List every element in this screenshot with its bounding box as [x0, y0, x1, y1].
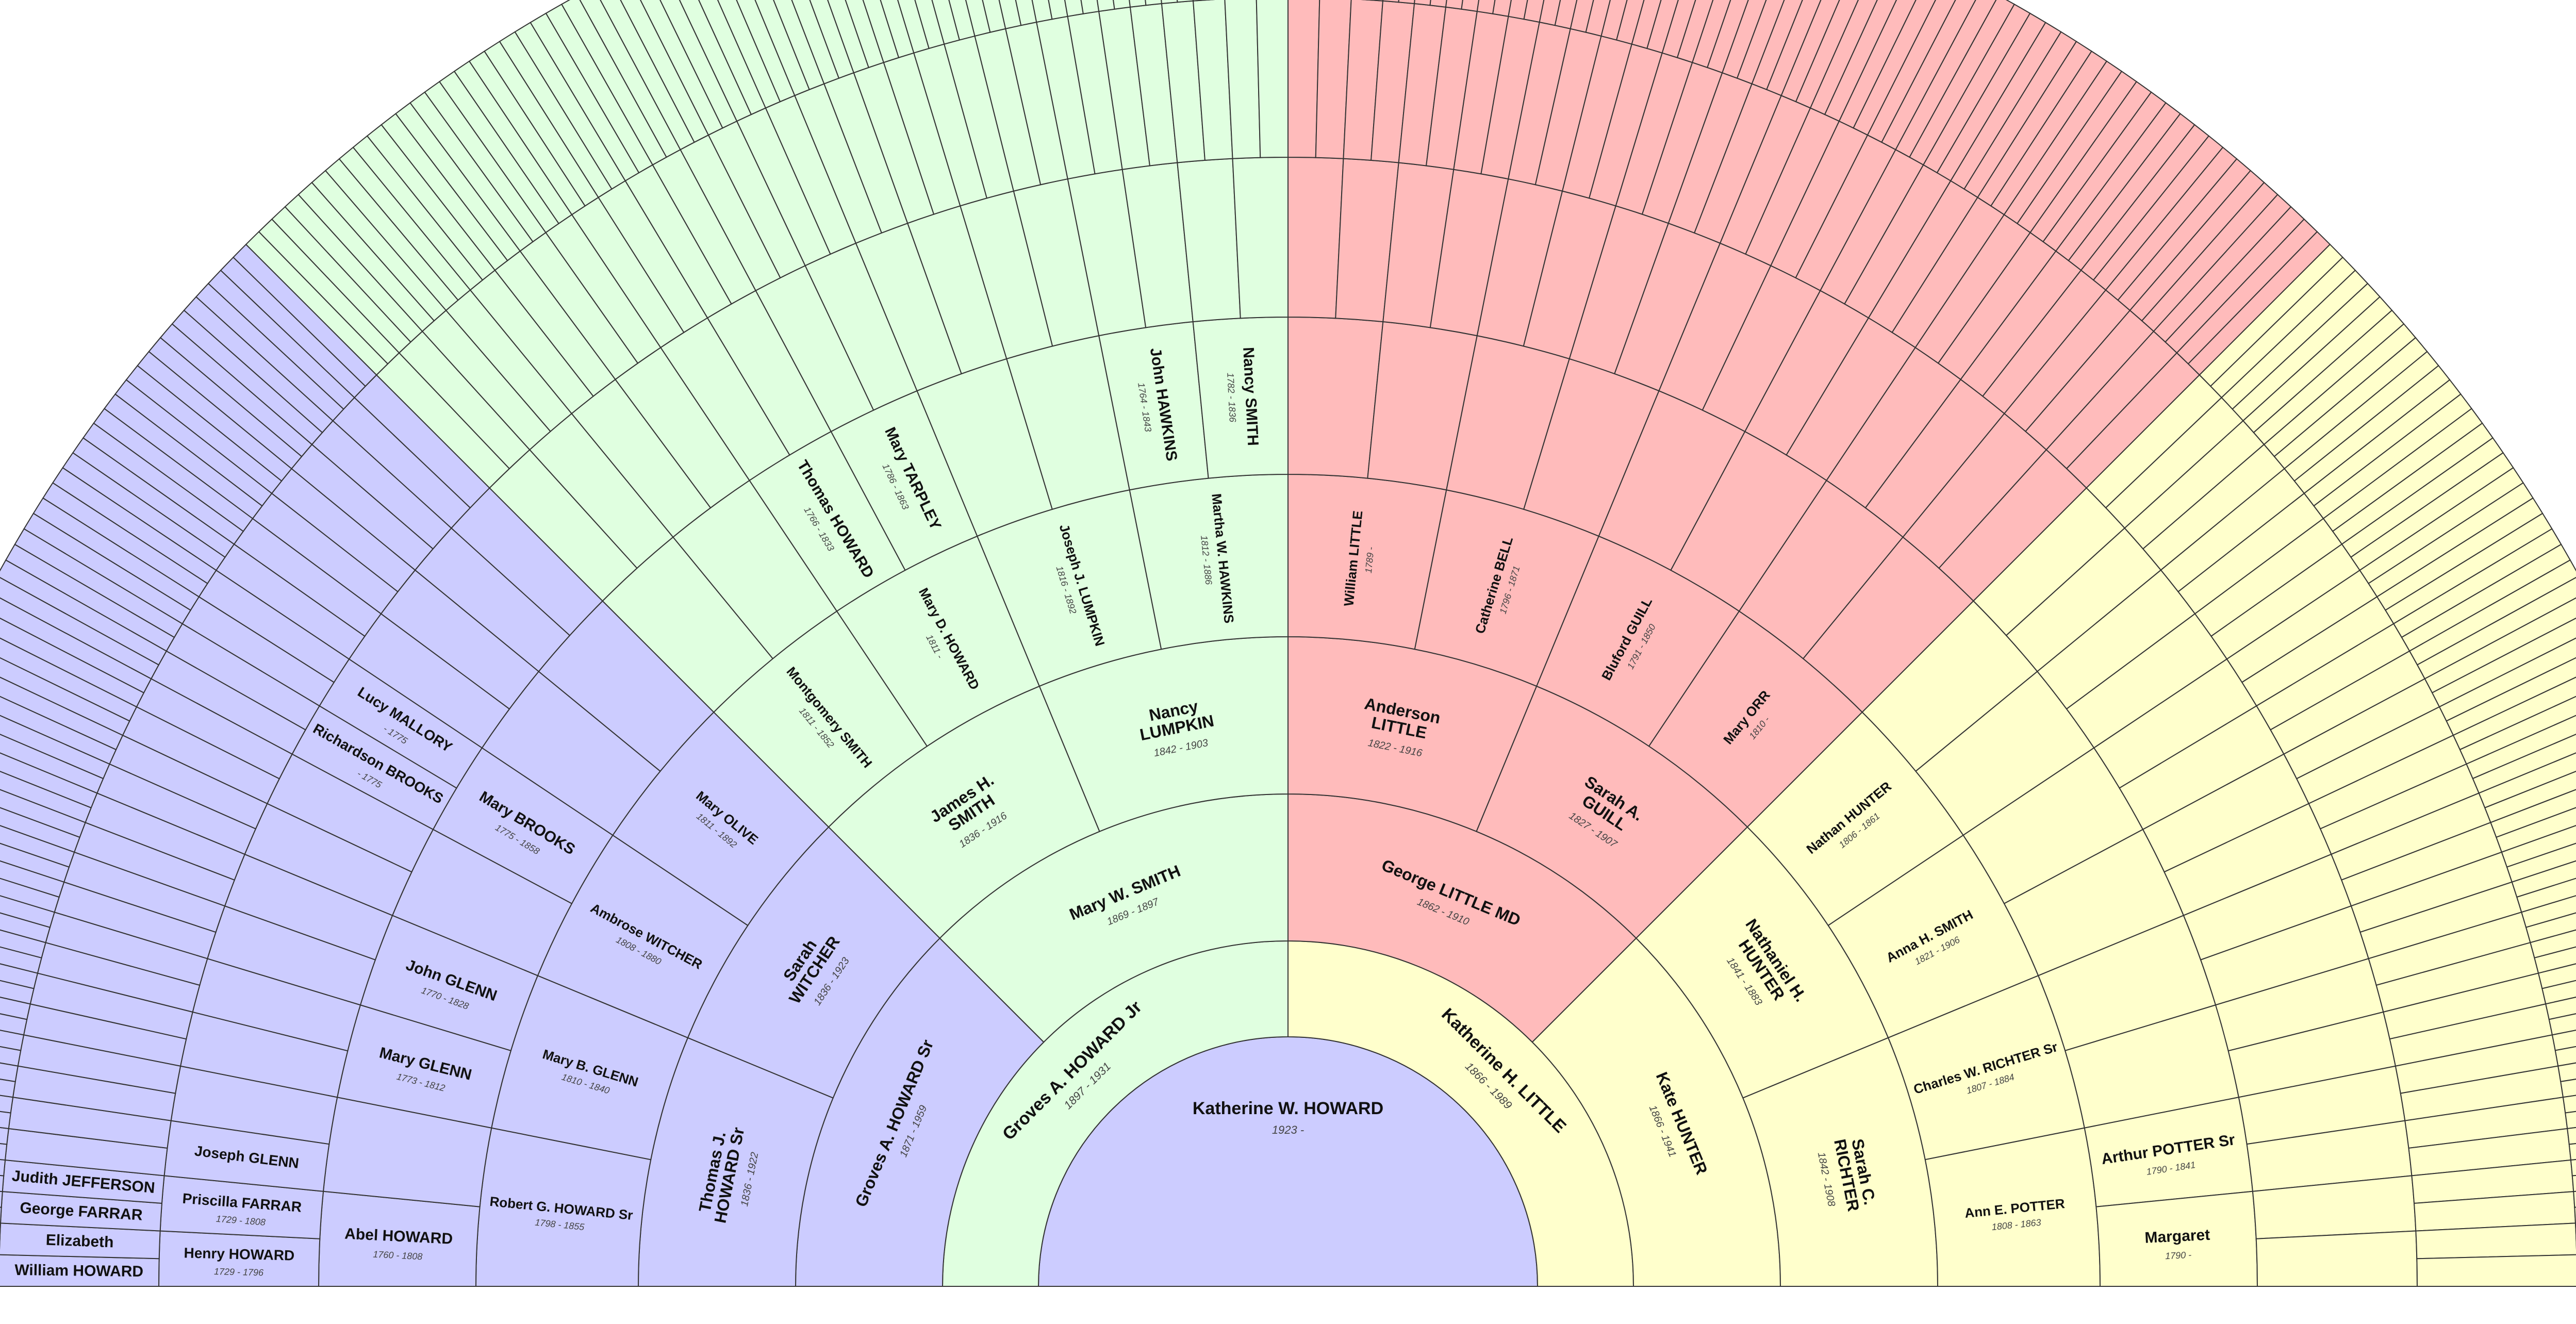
fan-segment — [1256, 0, 1289, 158]
person-name: Elizabeth — [45, 1232, 114, 1251]
fan-segment — [1287, 0, 1320, 158]
fan-segments — [0, 0, 2576, 1287]
person-name: Henry HOWARD — [184, 1245, 294, 1263]
fan-segment — [1192, 0, 1210, 2]
fan-segment — [1287, 316, 1384, 479]
person-dates: 1760 - 1808 — [373, 1249, 423, 1262]
fan-segment — [2416, 1254, 2576, 1287]
person-label: Elizabeth — [45, 1232, 114, 1251]
fan-segment — [1287, 156, 1344, 319]
person-dates: 1789 - — [1363, 547, 1376, 574]
person-dates: 1782 - 1836 — [1225, 372, 1238, 423]
fan-segment — [2255, 1230, 2418, 1287]
person-dates: 1790 - — [2165, 1250, 2192, 1261]
person-label: Margaret 1790 - — [2144, 1227, 2210, 1262]
person-name: William HOWARD — [14, 1262, 143, 1280]
person-label: William HOWARD — [14, 1262, 143, 1280]
person-name: Katherine W. HOWARD — [1193, 1099, 1383, 1118]
person-name: Margaret — [2144, 1227, 2210, 1247]
fan-segment — [1192, 316, 1289, 479]
person-label: Henry HOWARD 1729 - 1796 — [184, 1245, 294, 1278]
person-label: Katherine W. HOWARD 1923 - — [1193, 1099, 1383, 1136]
person-dates: 1923 - — [1272, 1123, 1304, 1136]
person-dates: 1729 - 1796 — [214, 1266, 265, 1278]
fan-segment — [1232, 156, 1289, 319]
